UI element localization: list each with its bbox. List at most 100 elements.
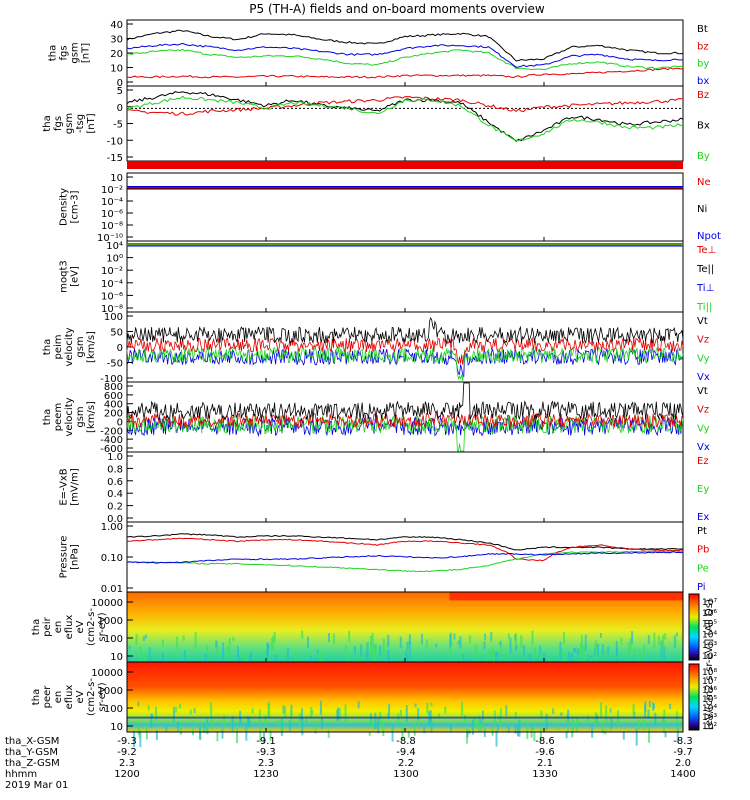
colorbar-gradient <box>688 593 700 661</box>
footer-value: -9.6 <box>535 747 555 758</box>
y-axis-label: [nT] <box>86 113 97 133</box>
spectrogram-noise <box>565 731 568 739</box>
spectrogram-noise <box>241 649 244 658</box>
spectrogram-noise <box>499 640 502 656</box>
spectrogram-noise <box>518 719 521 737</box>
spectrogram-noise <box>172 717 175 725</box>
spectrogram-noise <box>514 633 517 649</box>
spectrogram-noise <box>338 707 341 722</box>
spectrogram-noise <box>161 639 164 648</box>
footer-row-label: hhmm <box>5 769 37 780</box>
spectrogram-noise <box>430 702 433 707</box>
spectrogram-noise <box>503 652 506 661</box>
legend-entry: Vy <box>697 423 710 434</box>
spectrogram-noise <box>561 650 564 656</box>
legend-entry: Ti⊥ <box>696 283 714 294</box>
spectrogram-noise <box>370 717 373 728</box>
y-axis-label: [cm-3] <box>70 190 81 223</box>
spectrogram-noise <box>522 656 525 661</box>
legend-entry: Ne <box>697 177 711 188</box>
spectrogram-noise <box>161 652 164 665</box>
spectrogram-noise <box>228 637 231 654</box>
spectrogram-noise <box>664 633 667 640</box>
spectrogram-noise <box>189 709 192 715</box>
spectrogram-noise <box>137 701 140 707</box>
spectrogram-noise <box>539 725 542 742</box>
y-axis-label: tha <box>42 115 53 131</box>
spectrogram-noise <box>428 711 431 727</box>
spectrogram-noise <box>449 634 452 647</box>
panel-frame <box>126 172 684 242</box>
y-axis-label: [km/s] <box>86 331 97 363</box>
spectrogram-noise <box>139 730 142 748</box>
spectrogram-noise <box>571 652 574 664</box>
spectrogram-noise <box>176 636 179 650</box>
legend-entry: Npot <box>697 231 721 242</box>
spectrogram-noise <box>497 724 500 731</box>
spectrogram-noise <box>194 631 197 650</box>
spectrogram-noise <box>401 725 404 741</box>
spectrogram-noise <box>459 636 462 649</box>
spectrogram-noise <box>491 647 494 656</box>
legend-entry: Vz <box>697 405 709 416</box>
spectrogram-noise <box>150 713 153 728</box>
spectrogram-noise <box>272 635 275 642</box>
spectrogram-noise <box>231 715 234 733</box>
spectrogram-noise <box>143 653 146 663</box>
panel-1: tha fgs gsm [nT] 40 30 20 10 0 Bt bz by bx <box>48 19 709 89</box>
footer-value: 1300 <box>393 769 418 780</box>
y-axis-label: tha <box>42 409 53 425</box>
colorbar-tick-label: 10⁷ <box>702 677 717 687</box>
series-line <box>126 550 684 573</box>
footer-value: -9.1 <box>256 736 276 747</box>
spectrogram-noise <box>615 641 618 657</box>
y-axis-label: [eV] <box>70 266 81 287</box>
colorbar-tick-label: 10² <box>702 722 717 732</box>
series-line <box>126 336 684 365</box>
spectrogram-noise <box>314 721 317 734</box>
spectrogram-noise <box>346 652 349 669</box>
spectrogram-noise <box>264 651 267 663</box>
spectrogram-noise <box>237 654 240 664</box>
footer-value: -9.4 <box>396 747 416 758</box>
spectrogram-noise <box>507 633 510 639</box>
spectrogram-noise <box>425 639 428 650</box>
y-axis-label: Pressure <box>59 536 70 579</box>
legend-entry: Pb <box>697 545 709 556</box>
panel-8: Pressure [nPa] 1.00 0.10 0.01 Pt Pb Pe Pi <box>59 521 709 595</box>
spectrogram-noise <box>319 710 322 716</box>
spectrogram-noise <box>514 634 517 641</box>
legend-entry: bx <box>697 76 709 87</box>
spectrogram-noise <box>284 706 287 719</box>
spectrogram-noise <box>444 706 447 715</box>
spectrogram-noise <box>566 714 569 718</box>
y-tick-label: 5 <box>117 86 123 97</box>
legend-entry: Pt <box>697 526 707 537</box>
spectrogram-noise <box>206 644 209 652</box>
spectrogram-noise <box>675 632 678 637</box>
y-tick-label: 30 <box>110 35 123 46</box>
spectrogram-noise <box>264 715 267 729</box>
spectrogram-noise <box>288 720 291 732</box>
colorbar-tick-label: 10⁴ <box>702 630 717 640</box>
y-axis-label: sr-eV) <box>97 612 108 641</box>
spectrogram-hot-band <box>449 592 683 601</box>
legend-entry: Ex <box>697 512 709 523</box>
spectrogram-noise <box>545 713 548 730</box>
spectrogram-noise <box>652 704 655 709</box>
spectrogram-noise <box>563 652 566 667</box>
y-tick-label: 10⁻⁶ <box>101 209 123 220</box>
y-tick-label: 10⁰ <box>106 254 123 265</box>
y-axis-label: peem <box>53 403 64 431</box>
spectrogram-noise <box>516 724 519 737</box>
spectrogram-noise <box>328 633 331 642</box>
spectrogram-noise <box>172 706 175 723</box>
spectrogram-noise <box>531 630 534 646</box>
spectrogram-noise <box>245 725 248 741</box>
spectrogram-noise <box>184 649 187 662</box>
spectrogram-noise <box>206 718 209 733</box>
spectrogram-noise <box>310 706 313 719</box>
spectrogram-noise <box>559 642 562 660</box>
